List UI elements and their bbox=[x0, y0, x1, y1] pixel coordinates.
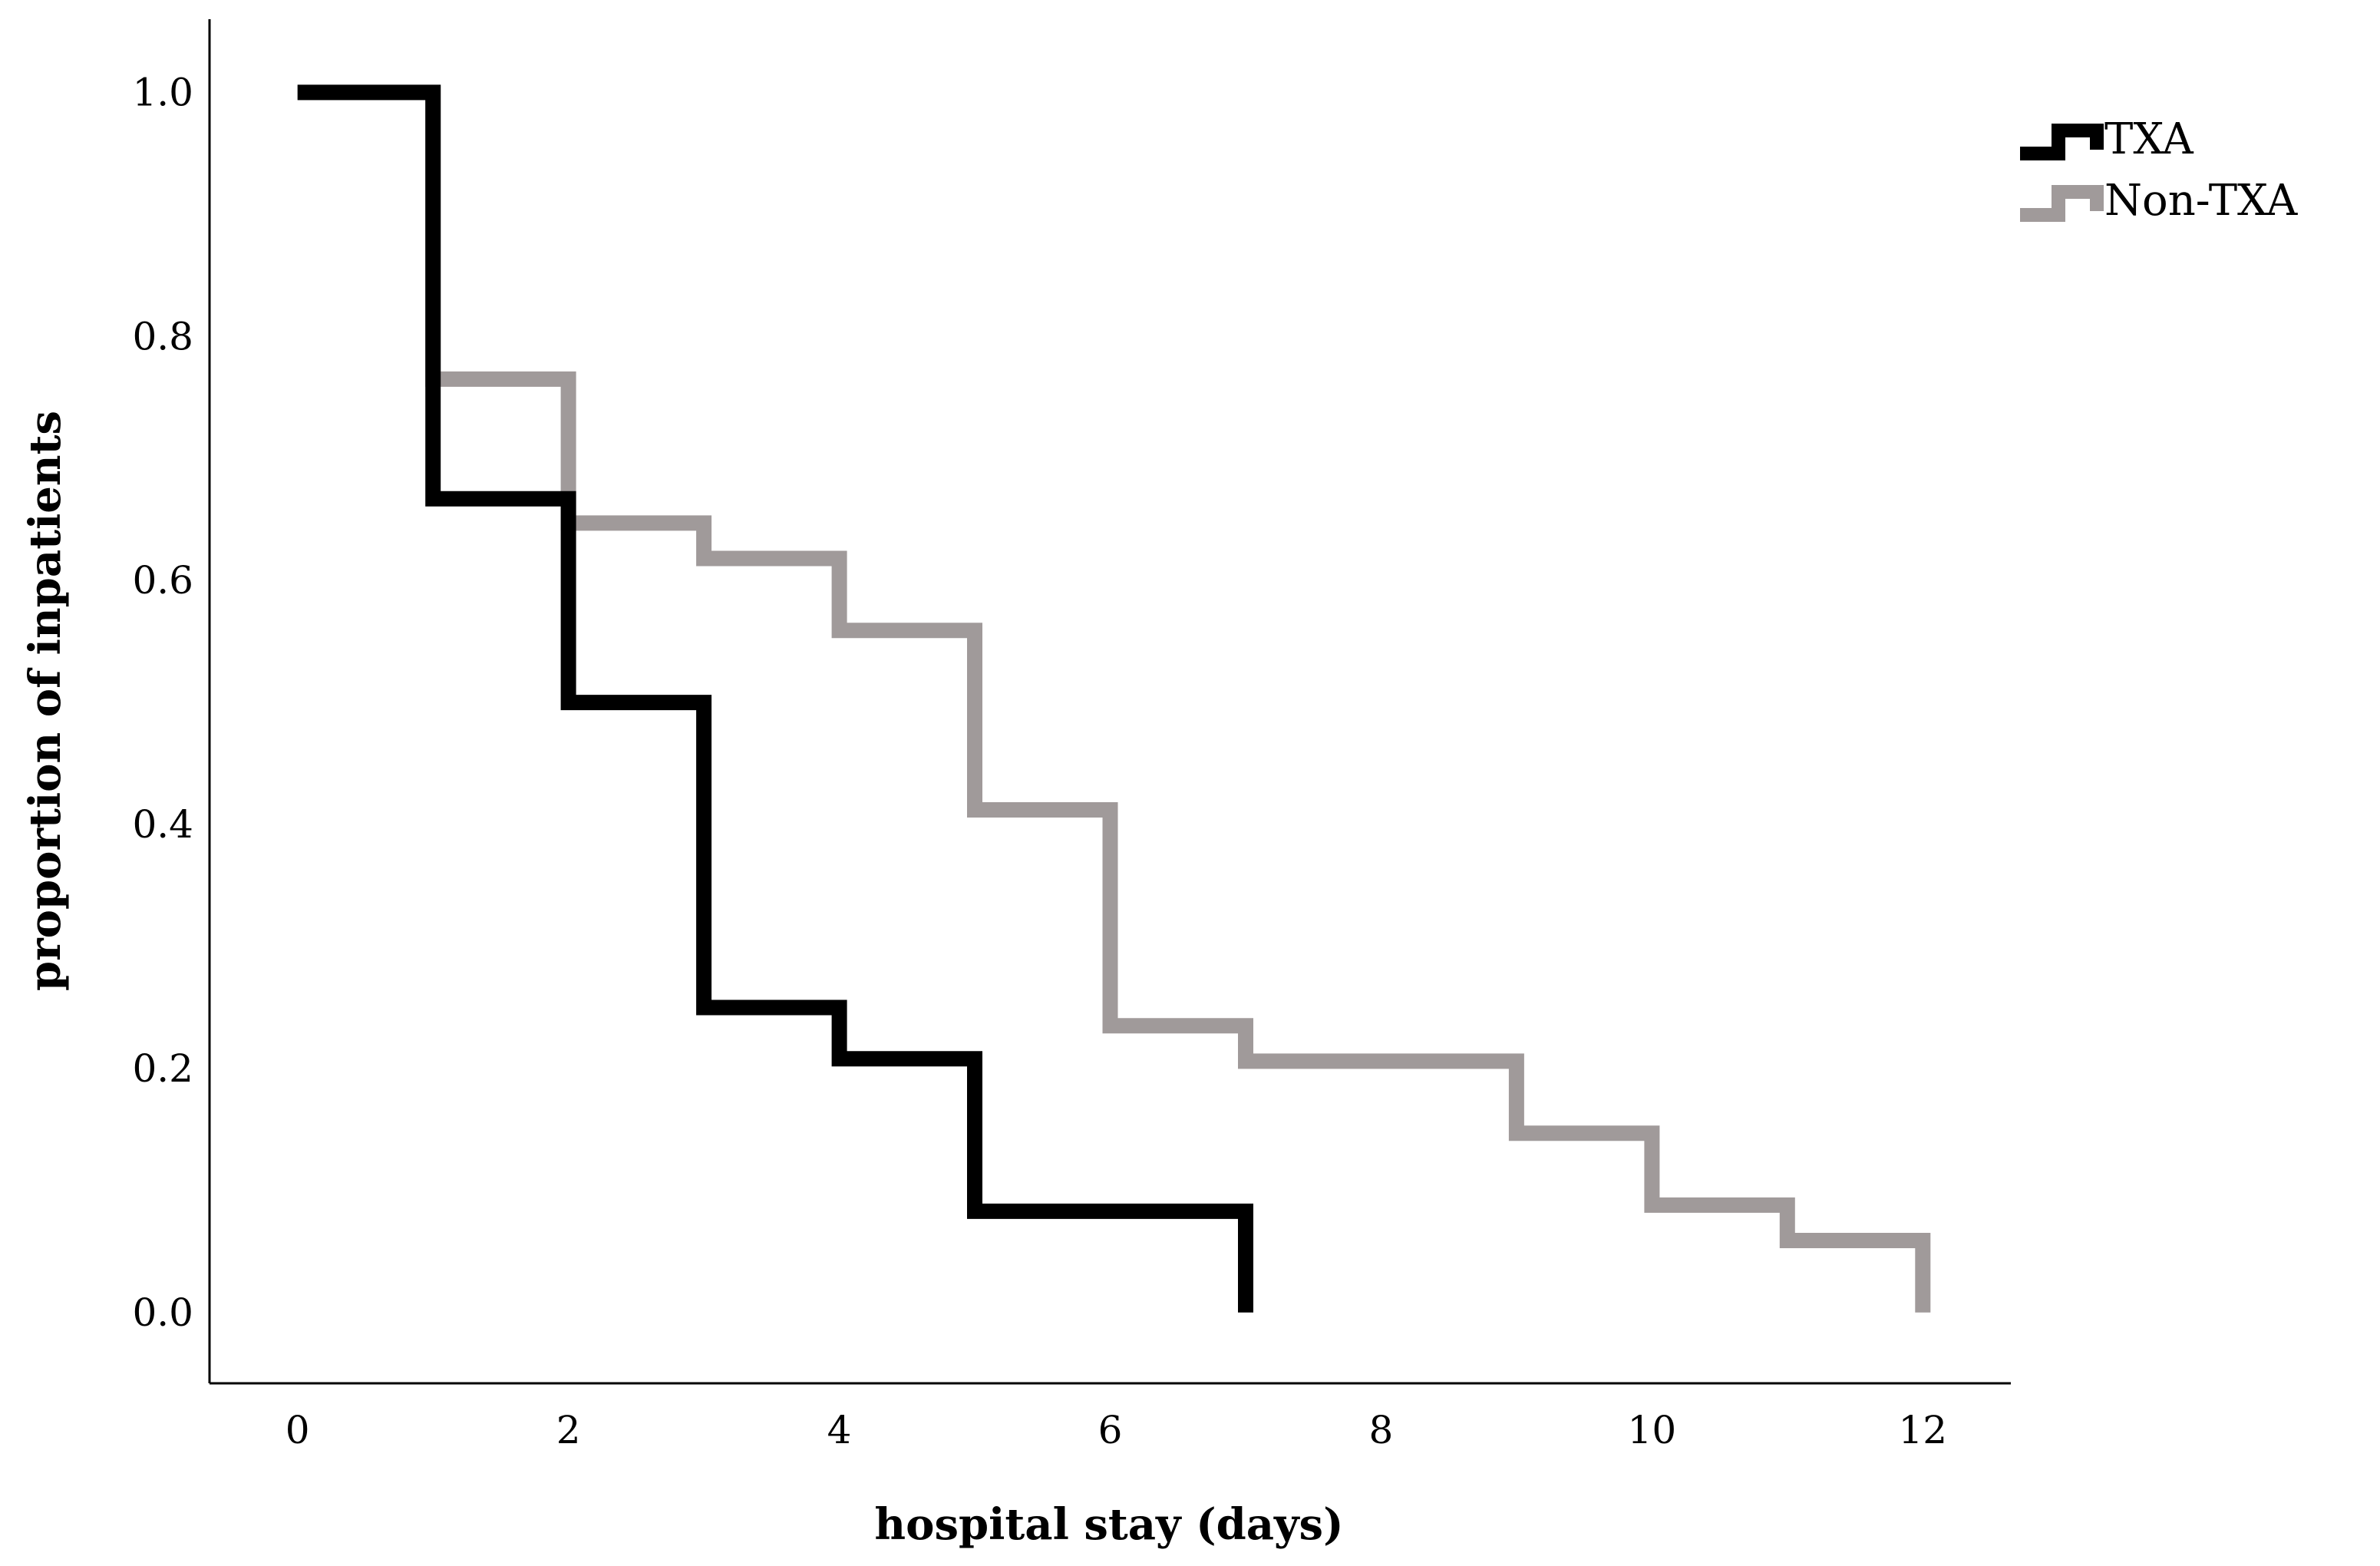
legend-swatch bbox=[2020, 124, 2104, 160]
x-tick-label: 2 bbox=[556, 1408, 581, 1452]
x-tick-label: 10 bbox=[1628, 1408, 1677, 1452]
x-tick-label: 8 bbox=[1369, 1408, 1394, 1452]
y-tick-label: 0.2 bbox=[132, 1046, 193, 1091]
x-tick-label: 6 bbox=[1098, 1408, 1123, 1452]
y-tick-labels: 0.0 0.2 0.4 0.6 0.8 1.0 bbox=[132, 70, 193, 1334]
y-tick-label: 0.8 bbox=[132, 314, 193, 358]
y-tick-label: 0.4 bbox=[132, 802, 193, 847]
y-tick-label: 0.0 bbox=[132, 1290, 193, 1335]
x-tick-labels: 0 2 4 6 8 10 12 bbox=[286, 1408, 1947, 1452]
series-line-txa bbox=[297, 84, 1253, 1313]
series-line-non-txa bbox=[297, 84, 1931, 1313]
legend-label: TXA bbox=[2104, 114, 2193, 164]
series-layer bbox=[297, 84, 1931, 1313]
legend-swatch bbox=[2020, 185, 2104, 222]
legend-label: Non-TXA bbox=[2104, 176, 2298, 226]
legend: TXA Non-TXA bbox=[2020, 114, 2298, 226]
x-tick-label: 12 bbox=[1898, 1408, 1947, 1452]
x-tick-label: 0 bbox=[286, 1408, 310, 1452]
x-tick-label: 4 bbox=[827, 1408, 852, 1452]
y-axis-title: proportion of inpatients bbox=[20, 411, 71, 991]
y-tick-label: 1.0 bbox=[132, 70, 193, 114]
x-axis-title: hospital stay (days) bbox=[874, 1499, 1343, 1550]
y-tick-label: 0.6 bbox=[132, 558, 193, 603]
